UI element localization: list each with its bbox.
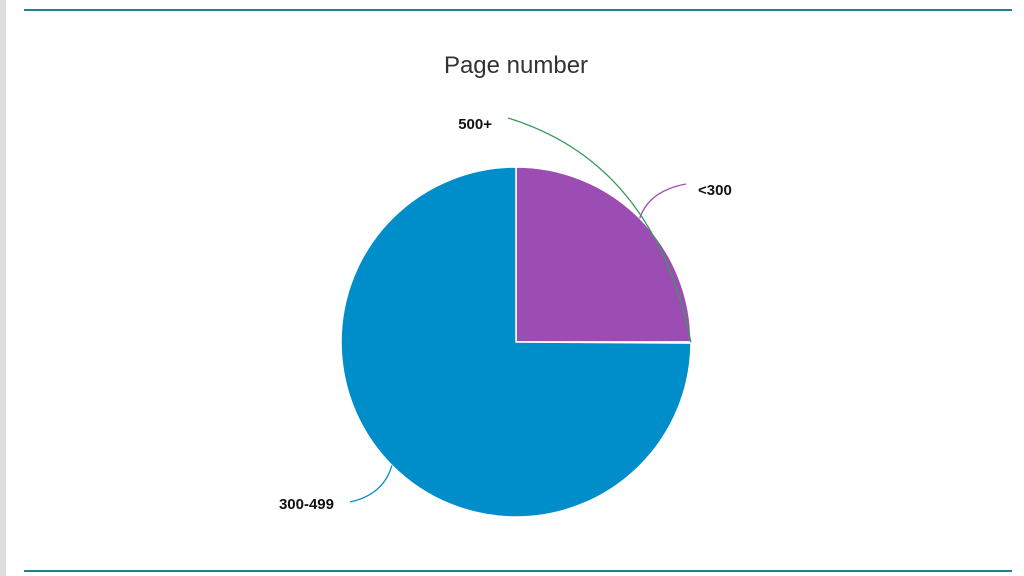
pie-slice-2	[340, 166, 692, 518]
bottom-divider	[24, 570, 1012, 572]
top-divider	[24, 9, 1012, 11]
slice-label-1: 500+	[458, 116, 492, 133]
slice-label-2: 300-499	[279, 496, 334, 513]
chart-title: Page number	[443, 52, 589, 79]
leader-line-1	[507, 117, 692, 343]
leader-line-2	[349, 465, 393, 503]
window-edge	[0, 0, 6, 576]
leader-line-0	[639, 183, 687, 219]
slice-label-0: <300	[698, 182, 732, 199]
pie-slice-0	[515, 166, 692, 343]
